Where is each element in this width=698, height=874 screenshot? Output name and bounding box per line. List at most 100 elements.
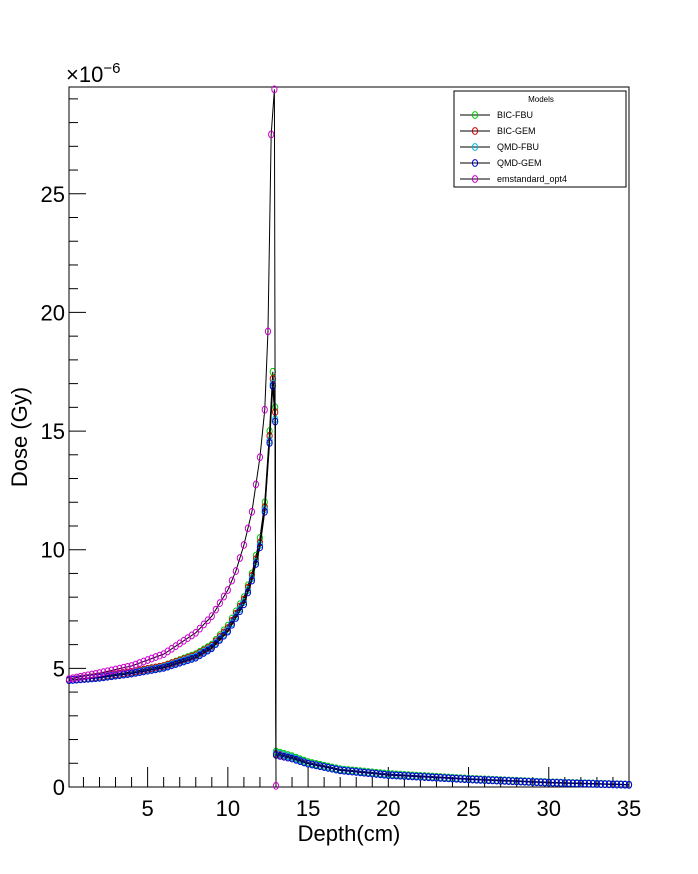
data-point bbox=[625, 780, 633, 789]
data-point bbox=[337, 766, 344, 775]
data-point bbox=[248, 507, 256, 516]
data-point bbox=[136, 659, 143, 667]
data-point bbox=[317, 762, 324, 771]
data-point bbox=[148, 654, 155, 663]
data-point bbox=[220, 592, 227, 601]
data-point bbox=[212, 605, 219, 614]
data-point bbox=[204, 616, 211, 625]
data-point bbox=[244, 524, 252, 533]
data-point bbox=[533, 778, 540, 787]
data-point bbox=[104, 672, 111, 681]
legend-entry: emstandard_opt4 bbox=[460, 174, 567, 184]
data-point bbox=[521, 777, 528, 786]
data-point bbox=[581, 779, 588, 788]
x-tick-label: 35 bbox=[617, 796, 641, 821]
data-point bbox=[389, 771, 396, 780]
data-point bbox=[84, 671, 92, 680]
data-point bbox=[280, 752, 288, 761]
data-point bbox=[341, 766, 348, 775]
legend: Models BIC-FBU BIC-GEM QMD-FBU QMD-GEM emsta… bbox=[453, 90, 627, 188]
data-point bbox=[112, 665, 119, 674]
x-tick-label: 10 bbox=[216, 796, 240, 821]
data-point bbox=[208, 644, 215, 653]
data-point bbox=[73, 673, 80, 682]
y-multiplier-exponent: −6 bbox=[103, 60, 120, 77]
data-point bbox=[180, 657, 187, 666]
data-point bbox=[176, 658, 183, 667]
data-point bbox=[224, 586, 231, 594]
x-tick-label: 15 bbox=[296, 796, 320, 821]
data-point bbox=[128, 662, 135, 670]
x-tick-label: 30 bbox=[537, 796, 561, 821]
data-point bbox=[256, 543, 264, 552]
data-point bbox=[212, 640, 219, 648]
data-point bbox=[276, 751, 284, 760]
data-point bbox=[573, 779, 580, 788]
data-point bbox=[96, 669, 103, 678]
legend-entry: BIC-FBU bbox=[460, 110, 533, 120]
data-point bbox=[200, 620, 207, 629]
data-point bbox=[208, 612, 215, 621]
x-tick-label: 25 bbox=[456, 796, 480, 821]
data-point bbox=[565, 779, 572, 788]
data-point bbox=[433, 773, 440, 782]
data-point bbox=[244, 588, 252, 597]
legend-marker bbox=[471, 143, 479, 151]
data-point bbox=[553, 779, 560, 787]
data-point bbox=[196, 624, 203, 633]
data-point bbox=[329, 764, 336, 773]
data-point bbox=[597, 780, 605, 789]
data-point bbox=[248, 576, 256, 585]
data-point bbox=[92, 669, 99, 678]
data-point bbox=[252, 480, 260, 489]
y-tick-label: 10 bbox=[41, 538, 65, 563]
data-point bbox=[140, 657, 147, 666]
data-point bbox=[449, 774, 456, 783]
data-point bbox=[541, 778, 548, 787]
data-point bbox=[485, 776, 492, 785]
data-point bbox=[313, 761, 320, 770]
data-point bbox=[325, 763, 332, 772]
data-point bbox=[236, 607, 243, 616]
data-point bbox=[156, 664, 163, 673]
data-point bbox=[529, 778, 536, 786]
series-emstandard_opt4 bbox=[65, 85, 280, 790]
data-point bbox=[271, 85, 278, 94]
data-point bbox=[172, 660, 179, 668]
legend-box bbox=[453, 90, 627, 188]
data-point bbox=[144, 656, 151, 664]
y-multiplier-base: ×10 bbox=[66, 62, 103, 87]
data-point bbox=[252, 560, 260, 568]
legend-title: Models bbox=[528, 95, 554, 104]
data-point bbox=[240, 541, 247, 549]
data-point bbox=[621, 780, 629, 789]
data-point bbox=[100, 673, 107, 682]
data-point bbox=[517, 777, 524, 786]
data-point bbox=[385, 771, 392, 780]
data-point bbox=[164, 662, 171, 671]
data-point bbox=[152, 665, 159, 674]
data-point bbox=[453, 774, 460, 783]
data-point bbox=[425, 773, 432, 782]
series-line bbox=[68, 385, 630, 786]
legend-label: QMD-FBU bbox=[497, 142, 539, 152]
data-point bbox=[69, 674, 76, 683]
y-multiplier-label: ×10−6 bbox=[66, 60, 120, 87]
data-point bbox=[349, 767, 356, 776]
legend-label: QMD-GEM bbox=[497, 158, 542, 168]
data-point bbox=[308, 760, 316, 769]
data-point bbox=[228, 620, 235, 629]
data-point bbox=[88, 670, 95, 679]
data-point bbox=[156, 651, 163, 660]
data-point bbox=[537, 778, 544, 787]
data-point bbox=[140, 667, 147, 676]
data-point bbox=[549, 778, 556, 787]
data-point bbox=[585, 779, 592, 788]
series-line bbox=[68, 371, 630, 786]
x-axis-title: Depth(cm) bbox=[298, 821, 401, 846]
data-point bbox=[509, 777, 516, 786]
data-point bbox=[613, 780, 621, 789]
data-point bbox=[168, 661, 175, 670]
series-BIC-GEM bbox=[65, 374, 633, 789]
data-point bbox=[617, 780, 625, 789]
